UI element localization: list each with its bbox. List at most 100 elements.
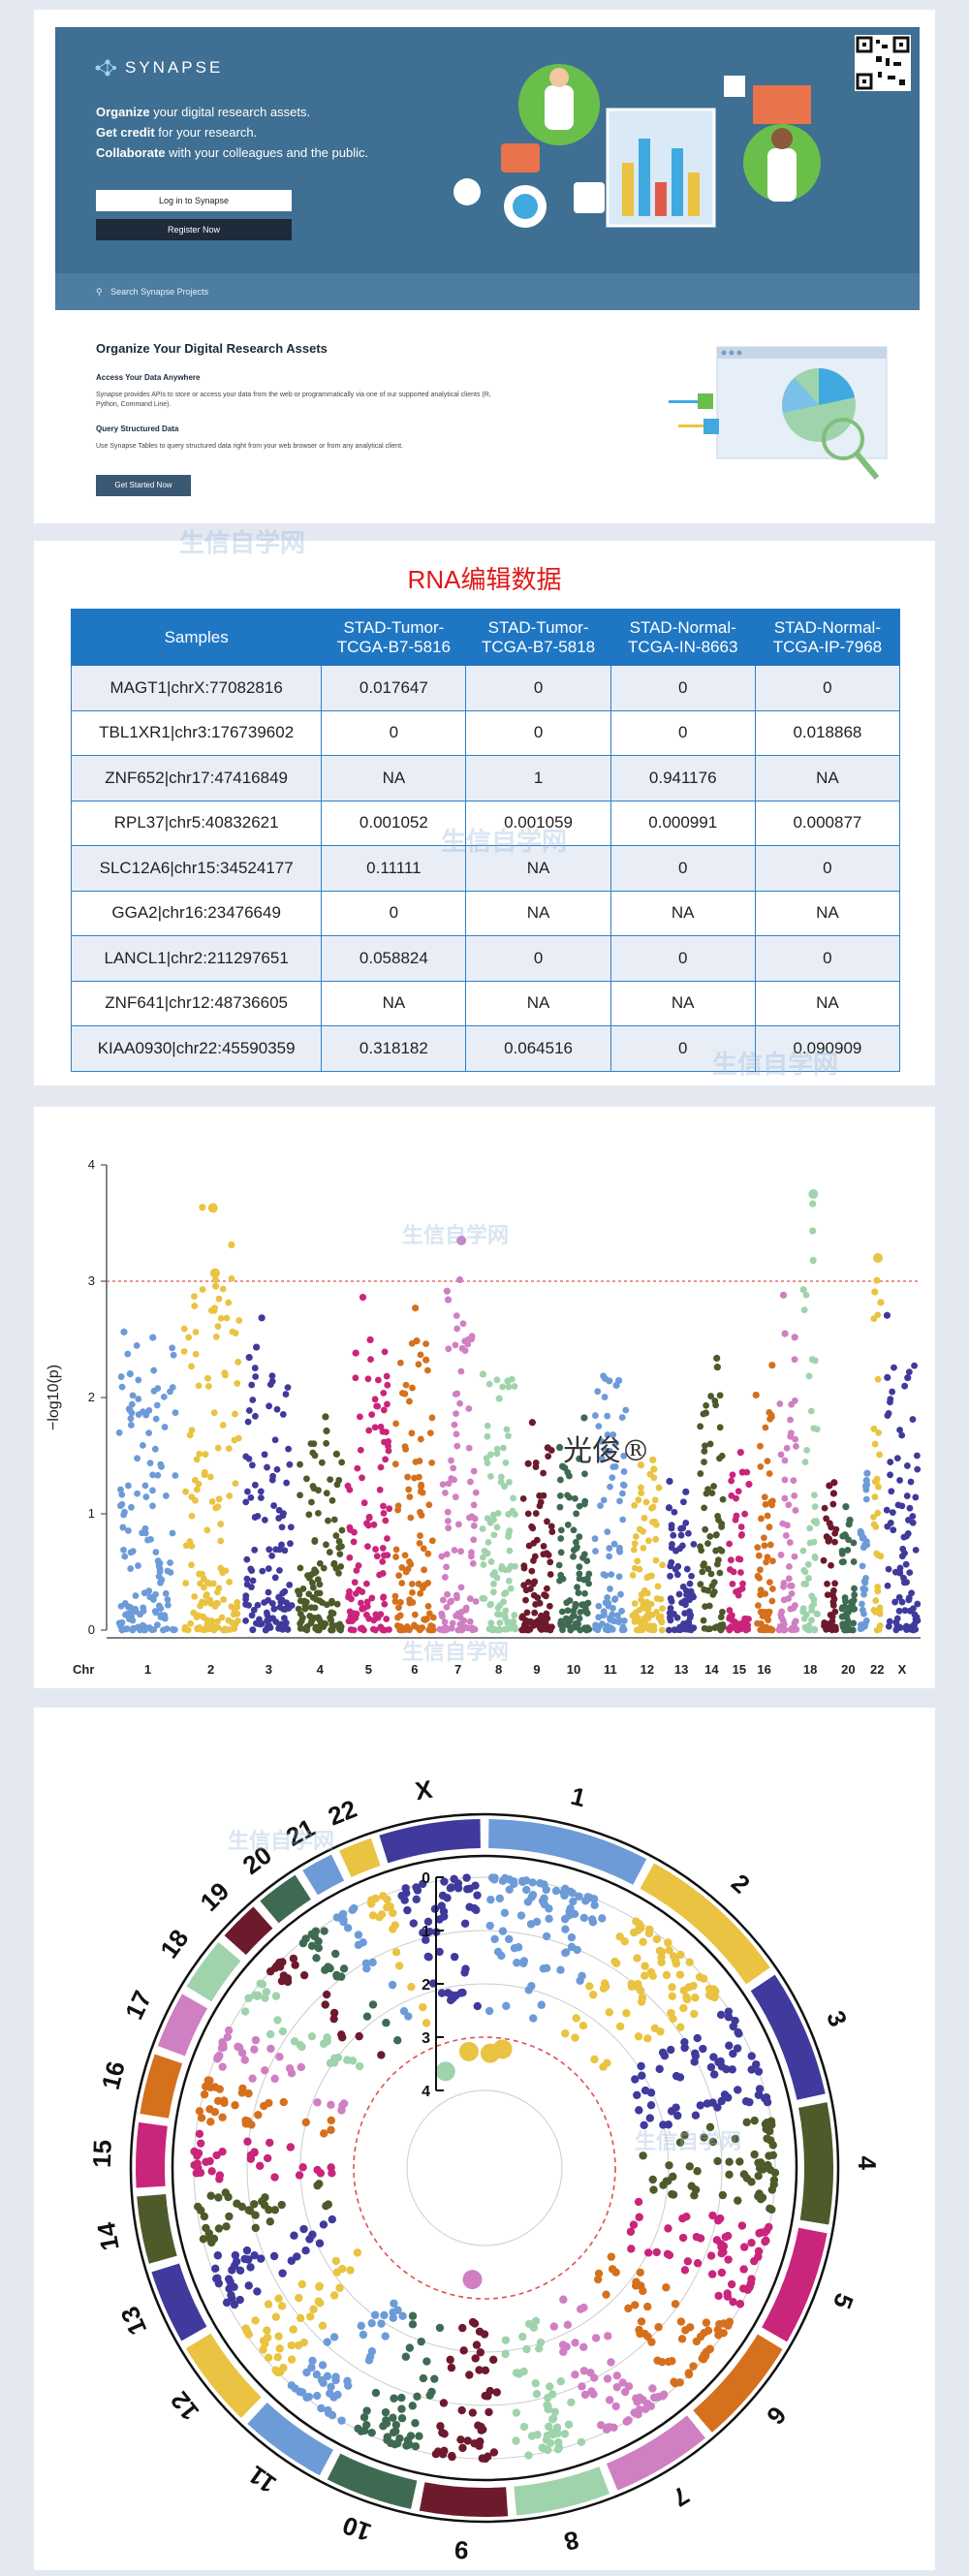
snp-point (367, 2428, 376, 2437)
snp-point (636, 2268, 644, 2278)
snp-point (391, 1592, 399, 1600)
snp-point (535, 1617, 542, 1624)
snp-point (481, 2366, 490, 2374)
snp-point (218, 1614, 226, 1621)
snp-point (560, 1886, 569, 1895)
snp-point (702, 1409, 709, 1417)
register-button[interactable]: Register Now (96, 219, 292, 240)
snp-point (765, 2152, 773, 2160)
snp-point (540, 1894, 548, 1902)
snp-point (142, 1493, 150, 1500)
search-projects-bar[interactable]: ⚲ Search Synapse Projects (55, 273, 920, 310)
snp-point (245, 1455, 253, 1462)
snp-point (453, 1390, 461, 1398)
snp-point (572, 1619, 579, 1627)
snp-point (888, 1488, 895, 1495)
snp-point (139, 1442, 146, 1449)
snp-point (486, 1472, 494, 1480)
snp-point (244, 1488, 251, 1495)
chromosome-10-points (354, 2311, 445, 2451)
snp-point (346, 1554, 354, 1561)
snp-point (329, 1610, 337, 1618)
snp-point (443, 1551, 451, 1558)
snp-point (310, 1615, 318, 1621)
snp-point (658, 2048, 668, 2058)
snp-point (699, 2044, 707, 2054)
snp-point (164, 1567, 172, 1575)
snp-point (576, 1455, 583, 1462)
snp-point (680, 1620, 687, 1627)
snp-point (829, 1490, 837, 1497)
chromosome-22-points (366, 1892, 431, 2027)
snp-point (467, 1478, 474, 1486)
snp-point (180, 1325, 188, 1333)
snp-point (335, 1569, 342, 1577)
snp-point (316, 1581, 324, 1588)
snp-point (901, 1382, 909, 1390)
snp-point (761, 2237, 769, 2246)
snp-point (219, 1285, 227, 1293)
snp-point (727, 1556, 735, 1564)
snp-point (365, 1514, 373, 1522)
snp-point (540, 1492, 547, 1499)
snp-point (457, 1548, 464, 1555)
snp-point (275, 1593, 283, 1601)
snp-point (589, 1991, 598, 1999)
snp-point (467, 1553, 475, 1560)
snp-point (547, 1558, 554, 1566)
snp-point (547, 1571, 554, 1578)
y-tick-label: 3 (88, 1273, 95, 1288)
snp-point (360, 1499, 368, 1507)
snp-point (454, 1521, 462, 1528)
snp-point (374, 1402, 382, 1410)
snp-point (481, 1547, 488, 1555)
snp-point (207, 1624, 215, 1632)
snp-point (256, 1979, 265, 1988)
snp-point (617, 1590, 624, 1598)
snp-point (706, 2062, 716, 2072)
snp-point (228, 1241, 235, 1249)
snp-point (336, 1551, 344, 1557)
snp-point (363, 1598, 371, 1606)
table-cell: 0 (610, 709, 756, 756)
login-button[interactable]: Log in to Synapse (96, 190, 292, 211)
get-started-button[interactable]: Get Started Now (96, 475, 191, 496)
snp-point (382, 2416, 391, 2425)
snp-point (435, 1915, 444, 1924)
synapse-logo[interactable]: SYNAPSE (94, 58, 223, 78)
snp-point (453, 1591, 460, 1599)
snp-point (511, 1612, 518, 1618)
snp-point (727, 2279, 736, 2289)
snp-point (669, 1541, 675, 1548)
snp-point (576, 1976, 584, 1986)
chromosome-11-points (287, 2299, 407, 2425)
chromosome-9-points (518, 1419, 556, 1634)
snp-point (251, 2223, 260, 2233)
snp-point (602, 2290, 610, 2299)
snp-point (870, 1606, 878, 1614)
snp-point (450, 1464, 457, 1472)
snp-point (737, 1569, 744, 1576)
snp-point (686, 1592, 694, 1600)
snp-point (152, 1609, 160, 1617)
snp-point (381, 2332, 390, 2340)
snp-point (276, 1603, 284, 1611)
snp-point (574, 1544, 580, 1551)
snp-point (735, 2157, 744, 2166)
snp-point (532, 2389, 542, 2399)
snp-point (652, 1556, 660, 1564)
snp-point (576, 1533, 583, 1541)
snp-point (371, 1894, 380, 1903)
snp-point (788, 1624, 796, 1632)
snp-point (413, 1337, 421, 1345)
snp-point (786, 1539, 794, 1546)
snp-point (624, 2304, 633, 2313)
snp-point (600, 1372, 608, 1380)
snp-point (314, 1943, 324, 1953)
snp-point (747, 2065, 756, 2074)
snp-point (224, 2026, 234, 2035)
snp-point (489, 1874, 498, 1883)
snp-point (229, 1618, 235, 1626)
snp-point (620, 1617, 628, 1624)
chromosome-13-points (211, 2215, 336, 2309)
